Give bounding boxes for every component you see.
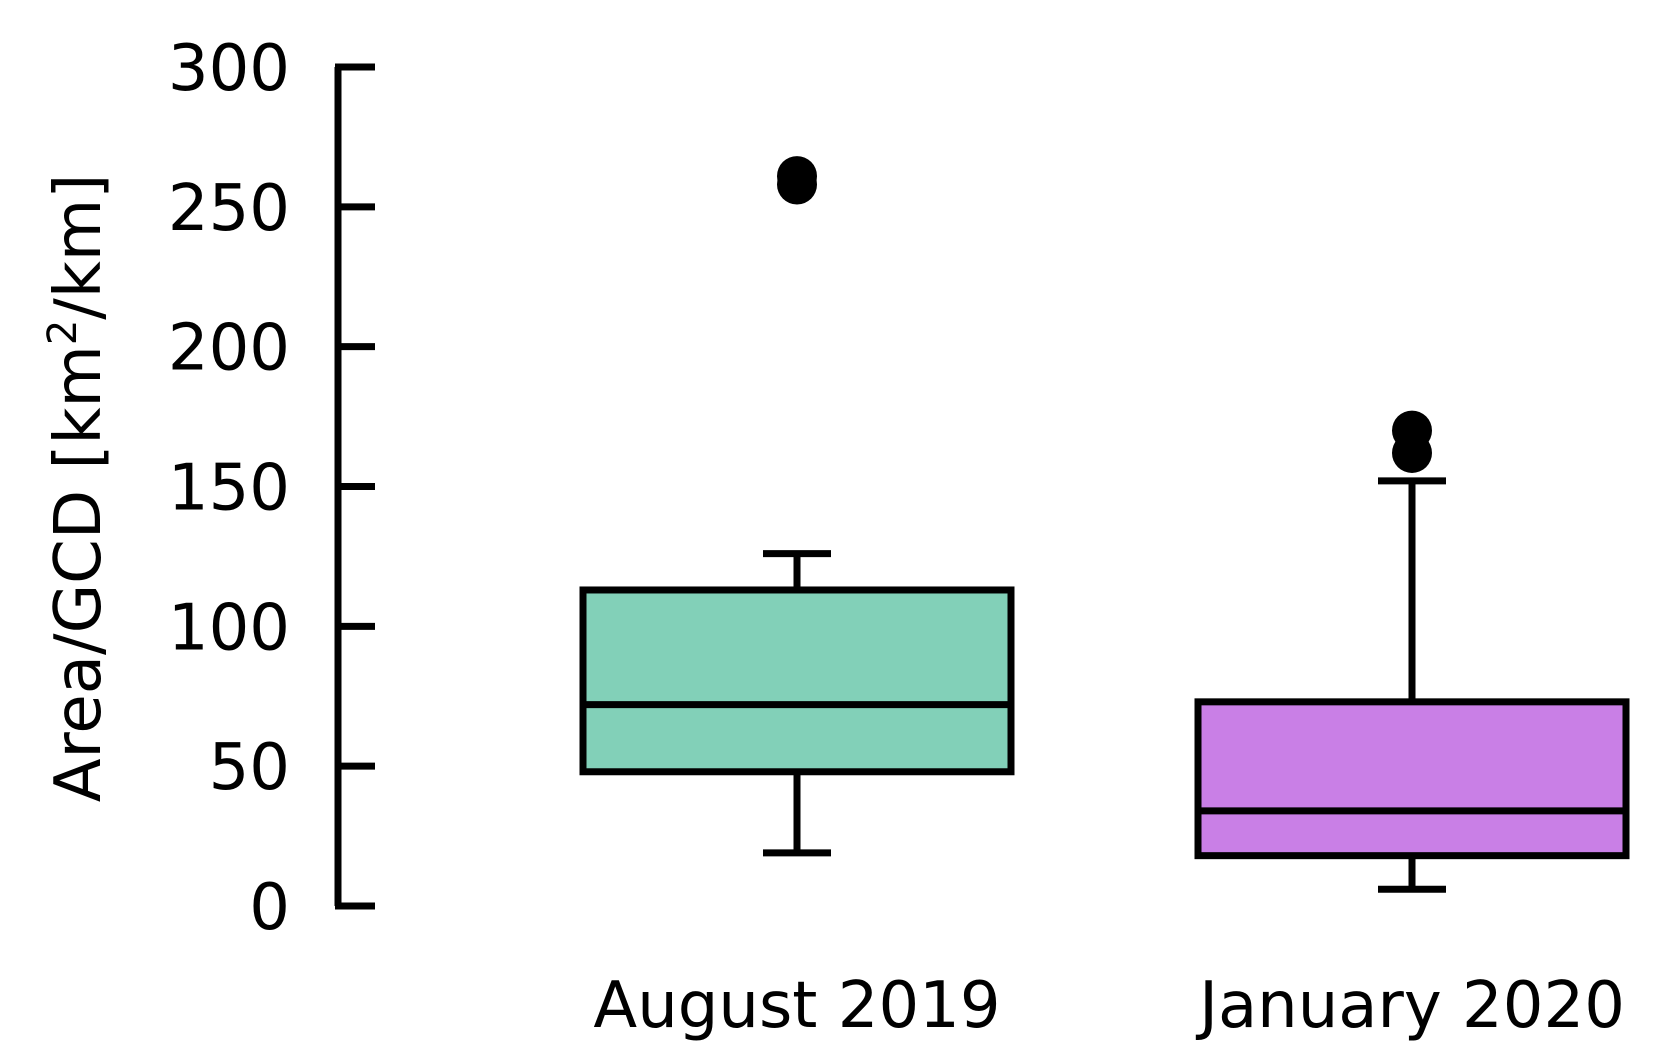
outlier-point xyxy=(1392,432,1432,473)
x-tick-label: January 2020 xyxy=(1195,969,1625,1043)
y-tick-label: 250 xyxy=(168,172,290,246)
y-axis-title-unit: /km] xyxy=(42,174,116,320)
y-axis-title: Area/GCD [km2/km] xyxy=(40,174,116,803)
box-iqr xyxy=(1194,698,1630,860)
x-axis-labels: August 2019 January 2020 xyxy=(593,969,1625,1043)
box-plot-series xyxy=(579,156,1630,893)
y-tick-label: 50 xyxy=(209,731,290,805)
box-iqr xyxy=(579,586,1015,776)
box-group xyxy=(579,156,1015,857)
y-tick-label: 100 xyxy=(168,591,290,665)
y-axis-title-superscript: 2 xyxy=(40,320,86,345)
y-tick-label: 300 xyxy=(168,32,290,106)
y-tick-label: 150 xyxy=(168,452,290,526)
y-axis-title-main: Area/GCD [km xyxy=(42,345,116,802)
outlier-point xyxy=(777,164,817,205)
box-group xyxy=(1194,410,1630,893)
y-tick-label: 200 xyxy=(168,312,290,386)
y-axis: 0 50 100 150 200 250 300 xyxy=(168,32,375,945)
x-tick-label: August 2019 xyxy=(593,969,1000,1043)
y-tick-label: 0 xyxy=(249,871,290,945)
